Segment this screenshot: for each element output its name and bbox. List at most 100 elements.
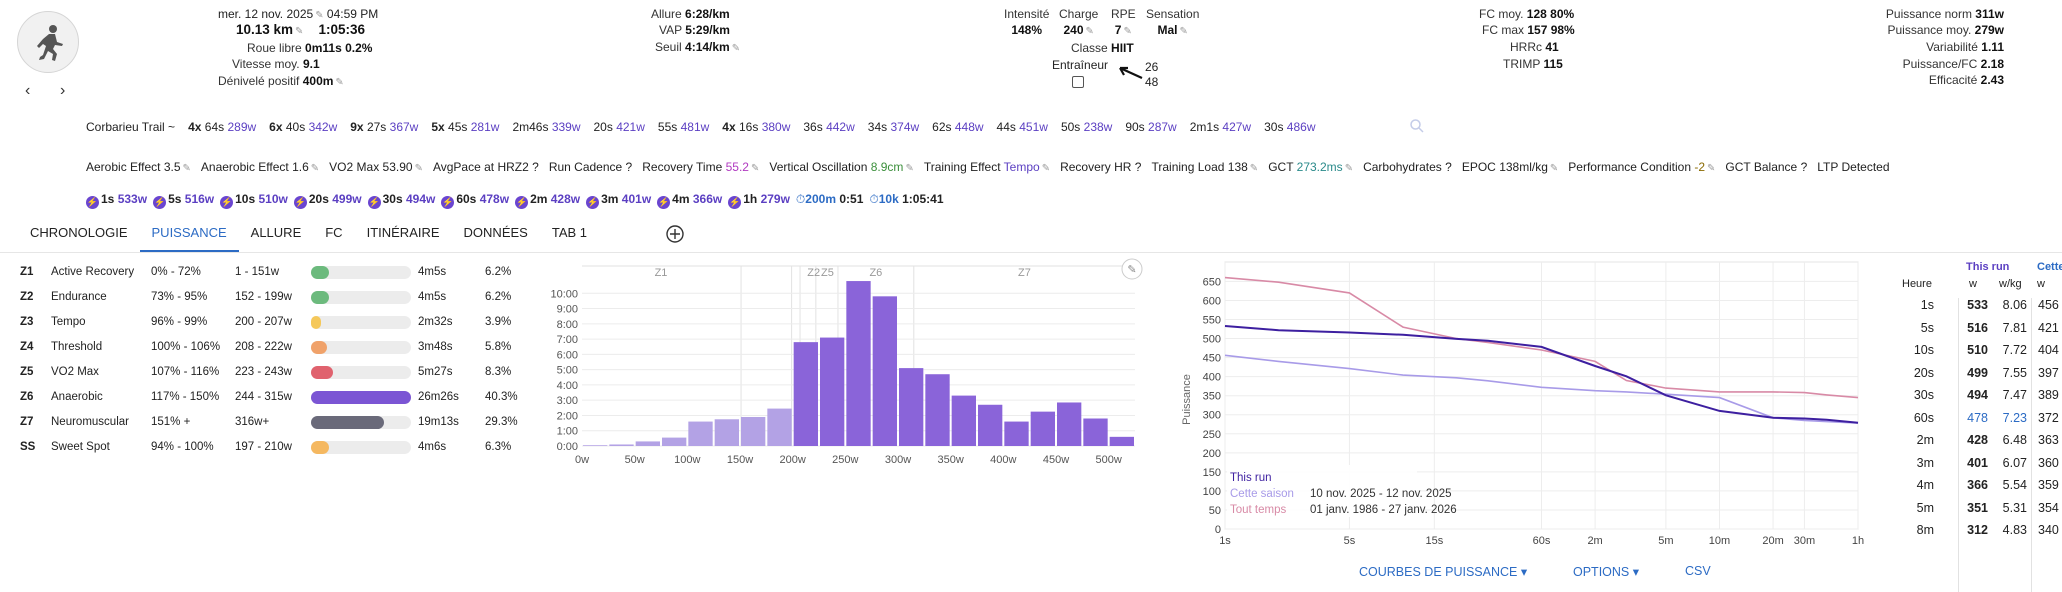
histogram-bar[interactable] <box>1083 418 1108 446</box>
series-line[interactable] <box>1224 276 1859 399</box>
table-row[interactable]: 2m 428 6.48 363 <box>1888 433 2062 453</box>
edit-chart-button[interactable]: ✎ <box>1121 258 1143 280</box>
histogram-bar[interactable] <box>635 441 660 446</box>
table-row[interactable]: 8m 312 4.83 340 <box>1888 523 2062 543</box>
tab-chronologie[interactable]: CHRONOLOGIE <box>30 225 128 240</box>
edit-icon[interactable]: ✎ <box>1549 163 1559 174</box>
interval-pill[interactable]: 55s 481w <box>658 120 709 134</box>
best-effort[interactable]: ⚡ 4m 366w <box>657 192 722 209</box>
tab-tab-1[interactable]: TAB 1 <box>551 225 588 240</box>
interval-pill[interactable]: 34s 374w <box>868 120 919 134</box>
edit-icon[interactable]: ✎ <box>1707 163 1716 174</box>
table-row[interactable]: 30s 494 7.47 389 <box>1888 388 2062 408</box>
courbes-puissance-link[interactable]: COURBES DE PUISSANCE ▾ <box>1359 565 1528 579</box>
tab-puissance[interactable]: PUISSANCE <box>139 218 239 252</box>
histogram-bar[interactable] <box>1057 402 1082 446</box>
histogram-bar[interactable] <box>767 408 792 446</box>
metric-value: ? <box>1445 160 1452 174</box>
edit-icon[interactable]: ✎ <box>750 163 760 174</box>
best-effort[interactable]: ⚡ 1s 533w <box>86 192 147 209</box>
histogram-bar[interactable] <box>1109 436 1134 446</box>
best-effort[interactable]: ⚡ 30s 494w <box>367 192 435 209</box>
best-effort[interactable]: ⚡ 2m 428w <box>515 192 580 209</box>
entraineur-checkbox[interactable] <box>1072 76 1084 88</box>
table-row[interactable]: 10s 510 7.72 404 <box>1888 343 2062 363</box>
histogram-bar[interactable] <box>583 445 608 446</box>
interval-pill[interactable]: 44s 451w <box>997 120 1048 134</box>
previous-activity-button[interactable]: ‹ <box>25 82 31 99</box>
edit-icon[interactable]: ✎ <box>1179 26 1188 37</box>
histogram-bar[interactable] <box>1030 411 1055 446</box>
interval-pill[interactable]: 2m46s 339w <box>512 120 580 134</box>
activity-avatar[interactable] <box>17 11 79 73</box>
interval-pill[interactable]: 36s 442w <box>803 120 854 134</box>
edit-icon[interactable]: ✎ <box>1041 163 1051 174</box>
edit-icon[interactable]: ✎ <box>182 163 191 174</box>
histogram-bar[interactable] <box>846 281 871 446</box>
table-row[interactable]: 4m 366 5.54 359 <box>1888 478 2062 498</box>
histogram-bar[interactable] <box>925 374 950 446</box>
table-row[interactable]: 60s 478 7.23 372 <box>1888 411 2062 431</box>
interval-pill[interactable]: 62s 448w <box>932 120 983 134</box>
best-effort[interactable]: ⚡ 10s 510w <box>220 192 288 209</box>
table-row[interactable]: 1s 533 8.06 456 <box>1888 298 2062 318</box>
best-effort[interactable]: ⚡ 1h 279w <box>728 192 790 209</box>
interval-pill[interactable]: 4x 16s 380w <box>722 120 790 134</box>
histogram-bar[interactable] <box>688 421 713 446</box>
interval-pill[interactable]: 90s 287w <box>1125 120 1176 134</box>
histogram-bar[interactable] <box>978 404 1003 446</box>
interval-pill[interactable]: 6x 40s 342w <box>269 120 337 134</box>
best-effort[interactable]: ⚡ 3m 401w <box>586 192 651 209</box>
edit-icon[interactable]: ✎ <box>1123 26 1132 37</box>
best-time[interactable]: ⏱10k 1:05:41 <box>869 192 943 207</box>
interval-pill[interactable]: 5x 45s 281w <box>431 120 499 134</box>
next-activity-button[interactable]: › <box>60 82 66 99</box>
histogram-bar[interactable] <box>714 419 739 446</box>
tab-itin-raire[interactable]: ITINÉRAIRE <box>366 225 440 240</box>
table-row[interactable]: 5s 516 7.81 421 <box>1888 321 2062 341</box>
table-row[interactable]: 20s 499 7.55 397 <box>1888 366 2062 386</box>
interval-pill[interactable]: 9x 27s 367w <box>350 120 418 134</box>
histogram-bar[interactable] <box>609 444 634 446</box>
tab-fc[interactable]: FC <box>325 225 343 240</box>
edit-icon[interactable]: ✎ <box>295 26 304 37</box>
histogram-bar[interactable] <box>1004 421 1029 446</box>
search-icon[interactable] <box>1409 118 1425 134</box>
histogram-bar[interactable] <box>662 437 687 446</box>
histogram-bar[interactable] <box>899 368 924 446</box>
options-link[interactable]: OPTIONS ▾ <box>1573 565 1640 579</box>
csv-link[interactable]: CSV <box>1685 564 1711 578</box>
histogram-bar[interactable] <box>951 395 976 446</box>
tab-allure[interactable]: ALLURE <box>250 225 302 240</box>
sensation-value: Mal <box>1157 23 1178 37</box>
histogram-bar[interactable] <box>820 337 845 446</box>
best-effort[interactable]: ⚡ 20s 499w <box>293 192 362 209</box>
table-row[interactable]: 5m 351 5.31 354 <box>1888 501 2062 521</box>
series-line[interactable] <box>1224 325 1859 424</box>
best-effort[interactable]: ⚡ 60s 478w <box>441 192 509 209</box>
edit-icon[interactable]: ✎ <box>1344 163 1354 174</box>
edit-icon[interactable]: ✎ <box>731 43 741 54</box>
edit-icon[interactable]: ✎ <box>1249 163 1259 174</box>
interval-pill[interactable]: Corbarieu Trail ~ <box>86 120 175 134</box>
edit-icon[interactable]: ✎ <box>1085 26 1094 37</box>
add-tab-icon[interactable] <box>665 224 685 244</box>
table-row[interactable]: 3m 401 6.07 360 <box>1888 456 2062 476</box>
histogram-bar[interactable] <box>793 342 818 446</box>
edit-icon[interactable]: ✎ <box>315 10 324 21</box>
interval-pill[interactable]: 30s 486w <box>1264 120 1315 134</box>
edit-icon[interactable]: ✎ <box>905 163 914 174</box>
best-effort[interactable]: ⚡ 5s 516w <box>153 192 214 209</box>
tab-donn-es[interactable]: DONNÉES <box>463 225 528 240</box>
edit-icon[interactable]: ✎ <box>335 77 344 88</box>
series-line[interactable] <box>1224 354 1859 424</box>
interval-pill[interactable]: 20s 421w <box>594 120 645 134</box>
edit-icon[interactable]: ✎ <box>310 163 320 174</box>
histogram-bar[interactable] <box>872 296 897 446</box>
histogram-bar[interactable] <box>741 416 766 446</box>
best-time[interactable]: ⏱200m 0:51 <box>796 192 863 207</box>
interval-pill[interactable]: 50s 238w <box>1061 120 1112 134</box>
interval-pill[interactable]: 2m1s 427w <box>1190 120 1251 134</box>
interval-pill[interactable]: 4x 64s 289w <box>188 120 256 134</box>
edit-icon[interactable]: ✎ <box>414 163 423 174</box>
